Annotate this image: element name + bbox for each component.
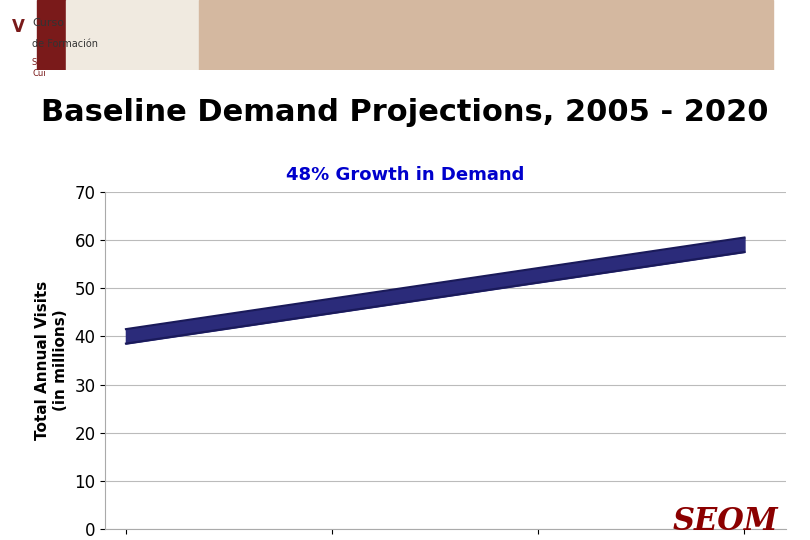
- Text: Baseline Demand Projections, 2005 - 2020: Baseline Demand Projections, 2005 - 2020: [41, 98, 769, 126]
- Text: Cui: Cui: [32, 69, 46, 78]
- Y-axis label: Total Annual Visits
(in millions): Total Annual Visits (in millions): [35, 281, 67, 440]
- Text: de Formación: de Formación: [32, 39, 98, 49]
- Bar: [66, 0, 198, 70]
- Bar: [198, 0, 774, 70]
- Text: Curso: Curso: [32, 17, 65, 28]
- Text: S E: S E: [32, 58, 45, 66]
- Text: V: V: [12, 17, 25, 36]
- Text: SEOM: SEOM: [672, 507, 778, 537]
- Bar: [36, 0, 66, 70]
- Text: 48% Growth in Demand: 48% Growth in Demand: [286, 166, 524, 184]
